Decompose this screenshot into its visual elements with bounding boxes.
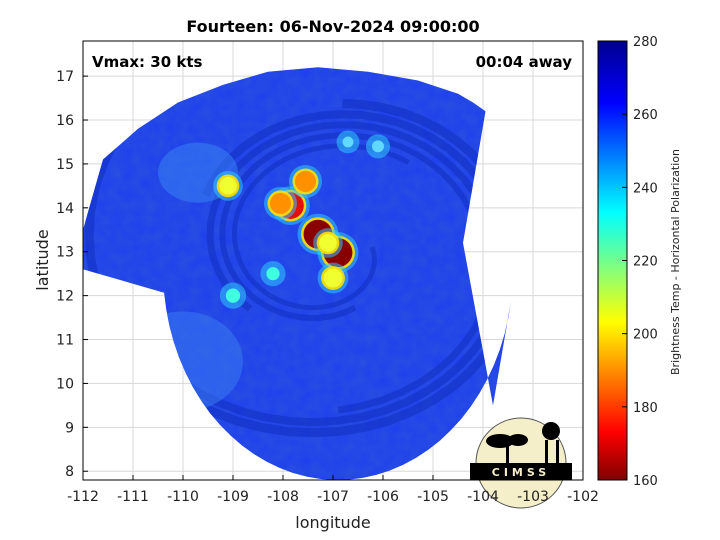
x-tick-label: -109 — [217, 489, 249, 505]
convective-cell — [371, 140, 385, 153]
y-tick-label: 16 — [56, 113, 74, 129]
convective-cell — [225, 288, 241, 303]
colorbar-tick-label: 240 — [633, 181, 658, 196]
vmax-annotation: Vmax: 30 kts — [92, 53, 202, 71]
time-away-annotation: 00:04 away — [476, 53, 573, 71]
x-tick-label: -107 — [317, 489, 349, 505]
x-axis-label: longitude — [295, 513, 370, 532]
colorbar-tick-label: 280 — [633, 35, 658, 50]
y-tick-label: 17 — [56, 69, 74, 85]
x-tick-label: -111 — [117, 489, 149, 505]
convective-cell — [319, 234, 337, 252]
cimss-logo: CIMSS — [470, 417, 572, 509]
convective-cell — [323, 268, 343, 288]
x-tick-label: -108 — [267, 489, 299, 505]
y-tick-label: 13 — [56, 245, 74, 261]
y-tick-label: 11 — [56, 333, 74, 349]
convective-cell — [294, 170, 317, 192]
x-tick-label: -102 — [567, 489, 599, 505]
rain-band — [231, 143, 410, 311]
convective-cell — [266, 267, 280, 281]
x-tick-label: -106 — [367, 489, 399, 505]
rain-band — [219, 132, 485, 322]
y-tick-label: 15 — [56, 157, 74, 173]
colorbar-tick-label: 220 — [633, 255, 658, 270]
rain-band — [206, 121, 498, 414]
x-tick-label: -110 — [167, 489, 199, 505]
y-tick-label: 8 — [65, 464, 74, 480]
convective-cell — [219, 177, 237, 195]
colorbar-tick-label: 260 — [633, 108, 658, 123]
y-axis-ticks: 8 9 10 11 12 13 14 15 16 17 — [56, 69, 88, 480]
colorbar-label: Brightness Temp - Horizontal Polarizatio… — [669, 149, 682, 375]
logo-text: CIMSS — [492, 466, 550, 479]
y-tick-label: 14 — [56, 201, 74, 217]
convective-cells — [213, 130, 391, 309]
x-tick-label: -104 — [467, 489, 499, 505]
x-tick-label: -105 — [417, 489, 449, 505]
convective-cell — [342, 136, 354, 148]
y-tick-label: 12 — [56, 289, 74, 305]
convective-cell — [269, 192, 292, 214]
x-tick-label: -103 — [517, 489, 549, 505]
chart-title: Fourteen: 06-Nov-2024 09:00:00 — [186, 17, 479, 36]
y-tick-label: 10 — [56, 376, 74, 392]
colorbar-ticks: 160 180 200 220 240 260 280 — [622, 35, 658, 489]
x-axis-ticks: -112 -111 -110 -109 -108 -107 -106 -105 -104 -103… — [67, 475, 599, 505]
x-tick-label: -112 — [67, 489, 99, 505]
colorbar-tick-label: 160 — [633, 474, 658, 489]
y-tick-label: 9 — [65, 420, 74, 436]
y-axis-label: latitude — [33, 229, 52, 290]
colorbar-tick-label: 200 — [633, 328, 658, 343]
colorbar-tick-label: 180 — [633, 401, 658, 416]
